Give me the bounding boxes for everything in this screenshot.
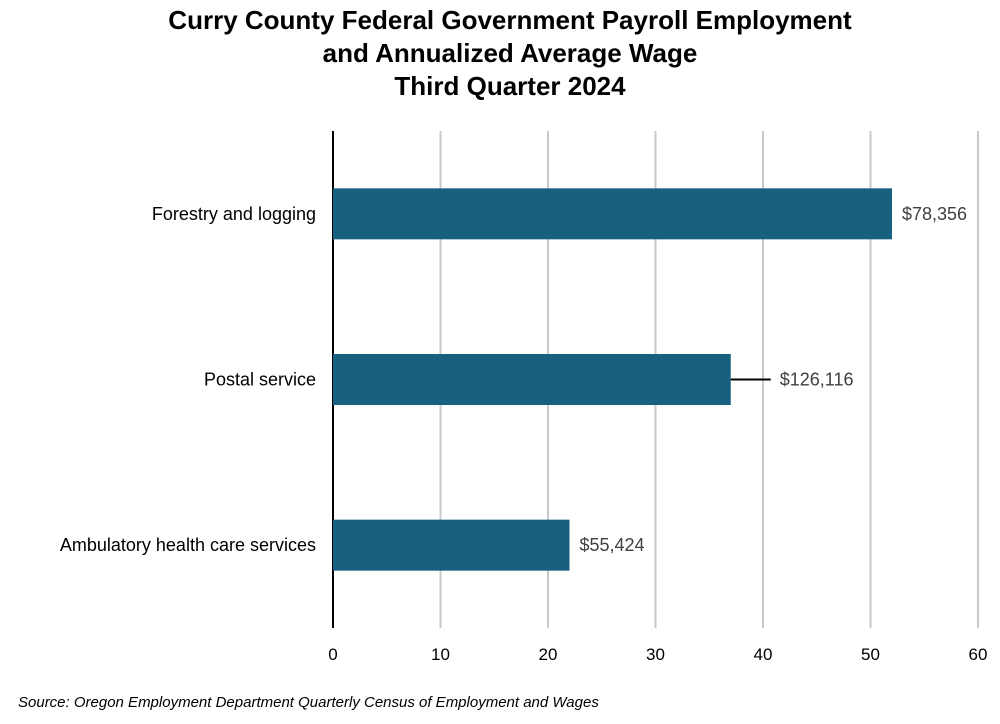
bar [333, 519, 570, 571]
x-tick-label: 20 [539, 645, 558, 664]
x-tick-label: 30 [646, 645, 665, 664]
chart-title-line-2: and Annualized Average Wage [322, 38, 698, 68]
labels: 0 10 20 30 40 50 60 Forestry and logging $78,356… [60, 204, 988, 664]
x-tick-label: 10 [431, 645, 450, 664]
bar [333, 354, 731, 405]
data-label: $55,424 [580, 535, 645, 555]
data-label: $78,356 [902, 204, 967, 224]
chart-title-line-3: Third Quarter 2024 [394, 71, 626, 101]
chart-title-line-1: Curry County Federal Government Payroll … [168, 5, 852, 35]
x-tick-label: 40 [754, 645, 773, 664]
category-label: Ambulatory health care services [60, 535, 316, 555]
data-label: $126,116 [780, 370, 854, 390]
category-label: Postal service [204, 370, 316, 390]
source-note: Source: Oregon Employment Department Qua… [18, 694, 599, 711]
category-label: Forestry and logging [152, 204, 316, 224]
bar [333, 188, 892, 240]
x-tick-label: 0 [328, 645, 337, 664]
bars [333, 188, 892, 571]
x-tick-label: 50 [861, 645, 880, 664]
chart-title: Curry County Federal Government Payroll … [0, 4, 1000, 103]
x-tick-label: 60 [969, 645, 988, 664]
